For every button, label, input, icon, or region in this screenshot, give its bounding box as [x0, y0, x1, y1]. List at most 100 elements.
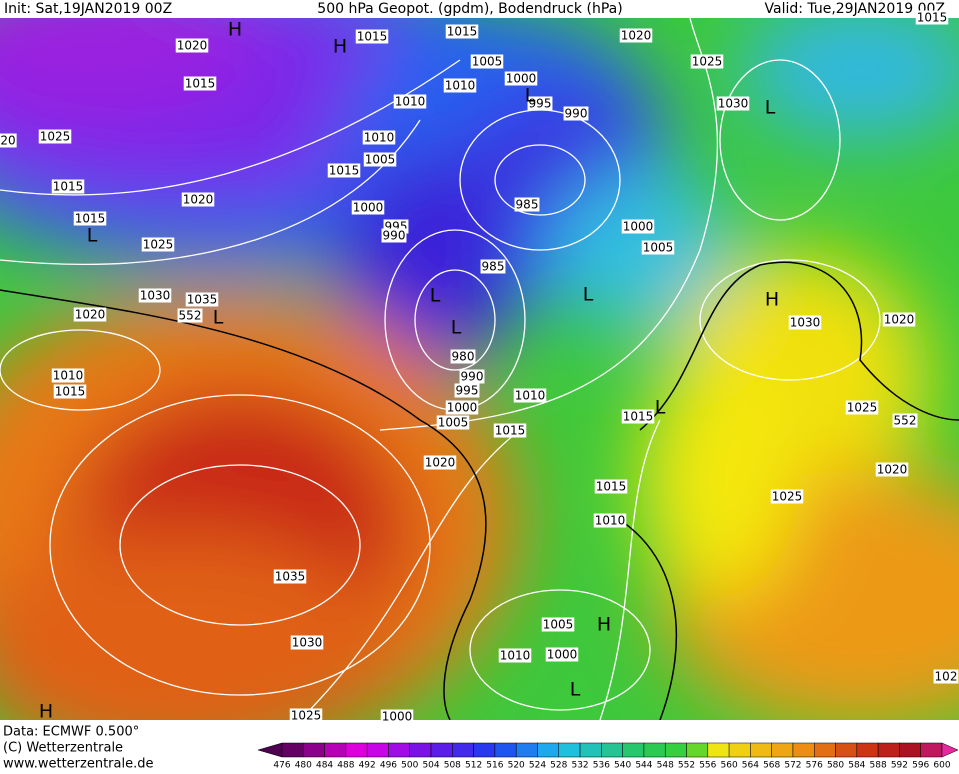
colorbar-label: 528	[550, 761, 567, 771]
isobar-label-box	[480, 259, 506, 274]
isobar-label: 985	[482, 260, 505, 274]
isobar-label-box	[716, 96, 750, 111]
isobar-label: 1015	[53, 180, 84, 194]
colorbar-bin	[430, 742, 453, 758]
colorbar-bin	[366, 742, 389, 758]
isobar-label: 1005	[472, 55, 503, 69]
colorbar-bin	[920, 742, 943, 758]
isobar-label-box	[443, 78, 477, 93]
isobar-label-box	[73, 211, 107, 226]
isobar-label: 1015	[917, 11, 948, 25]
isobar-label: 1005	[643, 241, 674, 255]
isobar-label: 1015	[357, 30, 388, 44]
colorbar-bin	[473, 742, 496, 758]
colorbar-bin	[345, 742, 368, 758]
isobar-label: 1020	[183, 193, 214, 207]
isobar-label-box	[185, 292, 219, 307]
isobar-label-box	[289, 708, 323, 723]
pressure-center: L	[430, 285, 441, 307]
colorbar-label: 568	[763, 761, 780, 771]
colorbar-label: 580	[827, 761, 844, 771]
isobar-label: 1010	[364, 131, 395, 145]
isobar-label-box	[51, 179, 85, 194]
isobar-label-box	[845, 400, 879, 415]
colorbar-label: 556	[699, 761, 716, 771]
isobar-label: 1025	[291, 709, 322, 723]
isobar-label: 552	[894, 414, 917, 428]
colorbar-bin	[686, 742, 709, 758]
colorbar-label: 540	[614, 761, 631, 771]
colorbar-label: 596	[912, 761, 929, 771]
colorbar-bin	[579, 742, 602, 758]
isobar-label-box	[450, 349, 476, 364]
isobar-label-box	[641, 240, 675, 255]
isobar-label-box	[563, 106, 589, 121]
colorbar-bin	[835, 742, 858, 758]
isobar-label-box	[690, 54, 724, 69]
isobar-label: 1015	[55, 385, 86, 399]
isobar-label: 1025	[143, 238, 174, 252]
colorbar-label: 560	[721, 761, 738, 771]
colorbar-bin	[388, 742, 410, 758]
pressure-center: L	[583, 284, 594, 306]
isobar-label: 1010	[395, 95, 426, 109]
isobar-label: 1030	[140, 289, 171, 303]
footer: Data: ECMWF 0.500° (C) Wetterzentrale ww…	[3, 725, 153, 772]
isobar-label-box	[454, 383, 480, 398]
isobar-label-box	[470, 54, 504, 69]
isobar-label: 1005	[543, 618, 574, 632]
pressure-center: L	[525, 85, 536, 107]
isobar-label-box	[445, 24, 479, 39]
pressure-center: L	[451, 317, 462, 339]
colorbar-bin	[622, 742, 645, 758]
isobar-label-box	[498, 648, 532, 663]
isobar-label-box	[0, 133, 17, 148]
isobar-label-box	[915, 10, 949, 25]
isobar-label-box	[527, 96, 553, 111]
isobar-label-box	[51, 368, 85, 383]
isobar-label: 1030	[718, 97, 749, 111]
isobar-label: 1020	[621, 29, 652, 43]
data-source: Data: ECMWF 0.500°	[3, 725, 139, 740]
isobar-label-box	[504, 71, 538, 86]
isobar-label: 1010	[515, 389, 546, 403]
isobar-label-box	[363, 152, 397, 167]
colorbar-label: 480	[295, 761, 312, 771]
colorbar-bin	[601, 742, 623, 758]
isobar-label-box	[770, 489, 804, 504]
isobar-label-box	[327, 163, 361, 178]
valid-time: Valid: Tue,29JAN2019 00Z	[765, 1, 946, 17]
isobar-label-box	[181, 192, 215, 207]
isobar-label: 552	[179, 309, 202, 323]
isobar-label-box	[445, 400, 479, 415]
colorbar-bin	[324, 742, 347, 758]
isobar-label-box	[892, 413, 918, 428]
isobar-label-box	[138, 288, 172, 303]
colorbar-bin	[664, 742, 687, 758]
colorbar-label: 572	[784, 761, 801, 771]
isobar-label-box	[73, 307, 107, 322]
isobar-label: 1015	[596, 480, 627, 494]
isobar-label: 1015	[447, 25, 478, 39]
isobar-label: 1000	[547, 648, 578, 662]
isobar-labels: 1020 1015 1025 20 1015 1020 1015 1025 1030 1035 10…	[0, 10, 959, 724]
isobar-label: 1000	[447, 401, 478, 415]
isobar-label-box	[273, 569, 307, 584]
isobar-label: 1025	[772, 490, 803, 504]
isobar-label-box	[423, 455, 457, 470]
isobar-label: 1015	[185, 77, 216, 91]
isobar-label-box	[290, 635, 324, 650]
isobar-label: 1020	[884, 313, 915, 327]
colorbar-label: 576	[806, 761, 823, 771]
isobar-label-box	[436, 415, 470, 430]
isobar-label: 1025	[40, 130, 71, 144]
pressure-center: H	[765, 289, 779, 311]
colorbar-label: 512	[465, 761, 482, 771]
isobar-label: 1035	[187, 293, 218, 307]
isobar-label-box	[393, 94, 427, 109]
isobar-label: 1015	[329, 164, 360, 178]
isobar-label: 985	[516, 198, 539, 212]
colorbar-label: 516	[486, 761, 503, 771]
pressure-center: L	[87, 225, 98, 247]
